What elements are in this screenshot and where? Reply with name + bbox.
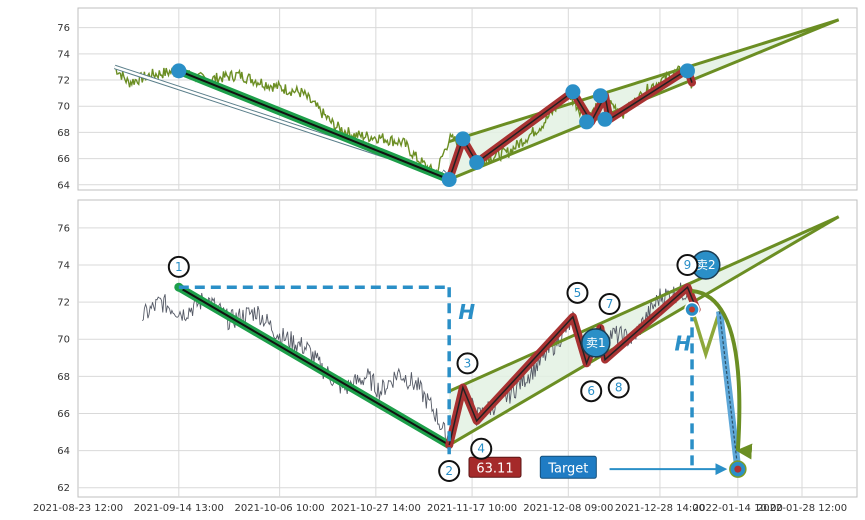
- target-badge: [539, 455, 597, 479]
- point-label-text: 2: [445, 464, 453, 478]
- down-leg-core: [178, 69, 450, 181]
- x-tick-label: 2021-12-28 14:00: [615, 503, 705, 514]
- channel-upper-line: [448, 18, 840, 143]
- entry-value-text: 63.11: [476, 461, 513, 476]
- down-leg-core: [178, 286, 450, 446]
- y-tick-label: 66: [57, 409, 70, 420]
- y-tick-label: 72: [57, 76, 70, 87]
- point-label-text: 6: [587, 384, 595, 398]
- height-label: H: [458, 300, 475, 324]
- x-tick-label: 2021-08-23 12:00: [33, 503, 123, 514]
- channel-upper-line: [448, 215, 840, 393]
- projected-zigzag: [690, 309, 722, 360]
- y-tick-label: 74: [57, 49, 70, 60]
- x-tick-label: 2021-11-17 10:00: [427, 503, 517, 514]
- pivot-marker: [679, 63, 695, 79]
- point-label-text: 9: [684, 258, 692, 272]
- point-label-text: 7: [606, 297, 614, 311]
- pivot-marker: [441, 172, 457, 188]
- pivot-marker: [597, 111, 613, 127]
- y-tick-label: 62: [57, 483, 70, 494]
- x-tick-label: 2021-09-14 13:00: [134, 503, 224, 514]
- plot-frame: [77, 199, 858, 498]
- channel-lower-line: [448, 215, 840, 447]
- y-tick-label: 76: [57, 23, 70, 34]
- y-tick-label: 68: [57, 372, 70, 383]
- pivot-marker: [455, 131, 471, 147]
- y-tick-label: 70: [57, 335, 70, 346]
- point-label-circle: [438, 460, 461, 483]
- sell-marker: [581, 328, 611, 358]
- x-tick-label: 2021-12-08 09:00: [523, 503, 613, 514]
- y-tick-label: 74: [57, 260, 70, 271]
- projected-drop-core: [718, 311, 739, 470]
- y-tick-label: 68: [57, 128, 70, 139]
- point-label-text: 4: [477, 442, 485, 456]
- pivot-marker: [565, 84, 581, 100]
- point-label-text: 5: [574, 286, 582, 300]
- y-tick-label: 66: [57, 154, 70, 165]
- pivot-marker: [592, 88, 608, 104]
- entry-value-badge: [468, 456, 522, 478]
- x-tick-label: 2021-10-06 10:00: [235, 503, 325, 514]
- point-label-text: 3: [464, 356, 472, 370]
- target-badge-text: Target: [547, 461, 588, 476]
- pivot-marker-core: [689, 306, 696, 313]
- point-label-circle: [580, 380, 603, 403]
- height-projection-label: H: [674, 331, 691, 355]
- point-label-circle: [607, 376, 630, 399]
- y-tick-label: 76: [57, 223, 70, 234]
- point-label-text: 8: [615, 380, 623, 394]
- y-tick-label: 72: [57, 298, 70, 309]
- sell-marker-label: 卖2: [696, 258, 716, 272]
- pivot-marker: [171, 63, 187, 79]
- y-tick-label: 64: [57, 446, 70, 457]
- point-label-circle: [676, 253, 699, 276]
- zigzag-core: [448, 285, 698, 446]
- projection-curve-arrow: [691, 288, 753, 460]
- x-tick-label: 2021-10-27 14:00: [331, 503, 421, 514]
- y-tick-label: 64: [57, 180, 70, 191]
- point-label-circle: [456, 352, 479, 375]
- point-label-circle: [470, 437, 493, 460]
- point-label-circle: [167, 255, 190, 278]
- x-tick-label: 2022-01-28 12:00: [757, 503, 847, 514]
- pivot-marker: [469, 155, 485, 171]
- point-label-circle: [566, 281, 589, 304]
- x-tick-label: 2022-01-14 10:00: [693, 503, 783, 514]
- point-label-text: 1: [175, 260, 183, 274]
- sell-marker-label: 卖1: [586, 336, 606, 350]
- point-label-circle: [598, 292, 621, 315]
- target-point-core: [734, 465, 742, 473]
- overview-panel: 64 66 68 70 72 74 76: [57, 7, 858, 191]
- pivot-marker: [579, 114, 595, 130]
- y-tick-label: 70: [57, 102, 70, 113]
